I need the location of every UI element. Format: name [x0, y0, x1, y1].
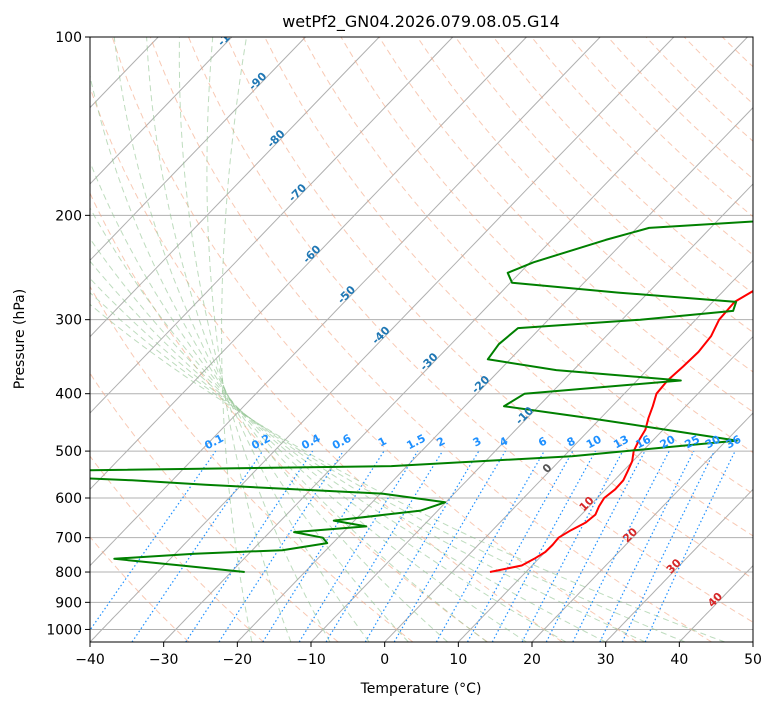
isotherm-label: -100	[215, 20, 244, 49]
mixing-ratio-label: 13	[611, 433, 631, 452]
x-ticks: −40 −30 −20 −10 0 10 20 30 40 50	[75, 642, 762, 668]
isotherm-line	[531, 412, 753, 642]
x-tick-label: −10	[296, 652, 326, 668]
moist-adiabat-line	[90, 73, 449, 642]
x-tick-label: 20	[523, 652, 541, 668]
mixing-ratio-line	[185, 450, 314, 642]
x-tick-label: −30	[149, 652, 179, 668]
isotherm-line	[605, 488, 753, 642]
dry-adiabat-line	[90, 455, 264, 642]
mixing-ratio-label: 20	[658, 433, 678, 452]
dry-adiabat-line	[90, 86, 563, 642]
mixing-ratio-line	[262, 450, 385, 642]
mixing-ratio-line	[131, 450, 264, 642]
dry-adiabat-line	[149, 37, 712, 642]
y-tick-label: 900	[55, 595, 82, 611]
mixing-ratio-label: 16	[633, 433, 653, 452]
moist-adiabat-line	[90, 277, 646, 642]
dry-adiabat-line	[90, 191, 488, 642]
moist-adiabat-line	[90, 237, 567, 642]
y-ticks: 1000 900 800 700 600 500 400 300 200 100	[46, 30, 90, 638]
mixing-ratio-line	[218, 450, 344, 642]
background-lines	[90, 37, 753, 642]
y-tick-label: 500	[55, 444, 82, 460]
y-tick-label: 300	[55, 313, 82, 329]
dry-adiabat-line	[188, 37, 753, 623]
isotherm-line	[90, 37, 601, 567]
isotherm-line	[90, 37, 527, 491]
temperature-profile-line	[489, 289, 753, 573]
x-tick-label: 50	[744, 652, 762, 668]
dry-adiabat-line	[493, 37, 753, 295]
x-tick-label: 40	[670, 652, 688, 668]
moist-adiabat-line	[90, 207, 527, 642]
isotherm-line	[90, 37, 454, 414]
mixing-ratio-line	[599, 450, 695, 642]
dewpoint-profile-line	[90, 220, 753, 573]
moist-adiabat-line	[221, 37, 253, 642]
x-tick-label: 0	[380, 652, 389, 668]
dry-adiabat-line	[90, 372, 339, 642]
dry-adiabat-line	[111, 37, 638, 642]
mixing-ratio-label: 36	[724, 433, 744, 452]
mixing-ratio-line	[572, 450, 670, 642]
x-tick-label: −40	[75, 652, 105, 668]
mixing-ratio-line	[325, 450, 444, 642]
mixing-ratio-label: 10	[584, 433, 604, 452]
moist-adiabat-line	[113, 37, 409, 642]
isotherm-line	[384, 259, 753, 642]
y-tick-label: 1000	[46, 622, 82, 638]
moist-adiabat-line	[90, 260, 606, 642]
mixing-ratio-label: 25	[682, 433, 702, 452]
y-tick-label: 700	[55, 531, 82, 547]
y-tick-label: 600	[55, 491, 82, 507]
isotherm-line	[678, 564, 753, 642]
y-tick-label: 800	[55, 565, 82, 581]
dry-adiabat-line	[454, 37, 753, 334]
dry-adiabat-line	[416, 37, 753, 373]
moist-adiabat-line	[146, 37, 370, 642]
x-tick-label: 30	[597, 652, 615, 668]
mixing-ratio-line	[435, 450, 545, 642]
isotherm-line	[236, 106, 753, 642]
y-tick-label: 400	[55, 387, 82, 403]
y-tick-label: 100	[55, 30, 82, 46]
mixing-ratio-label: 30	[703, 433, 723, 452]
y-axis-label: Pressure (hPa)	[12, 289, 28, 389]
mixing-ratio-line	[491, 450, 597, 642]
plot-frame	[89, 36, 754, 643]
x-axis-label: Temperature (°C)	[360, 681, 482, 697]
mixing-ratio-line	[466, 450, 574, 642]
isotherm-line	[90, 37, 380, 338]
y-tick-label: 200	[55, 208, 82, 224]
x-tick-label: 10	[449, 652, 467, 668]
profile-series	[90, 220, 753, 573]
mixing-ratio-line	[90, 450, 217, 632]
isotherm-line	[457, 335, 753, 642]
chart-title: wetPf2_GN04.2026.079.08.05.G14	[282, 12, 560, 32]
x-tick-label: −20	[223, 652, 253, 668]
